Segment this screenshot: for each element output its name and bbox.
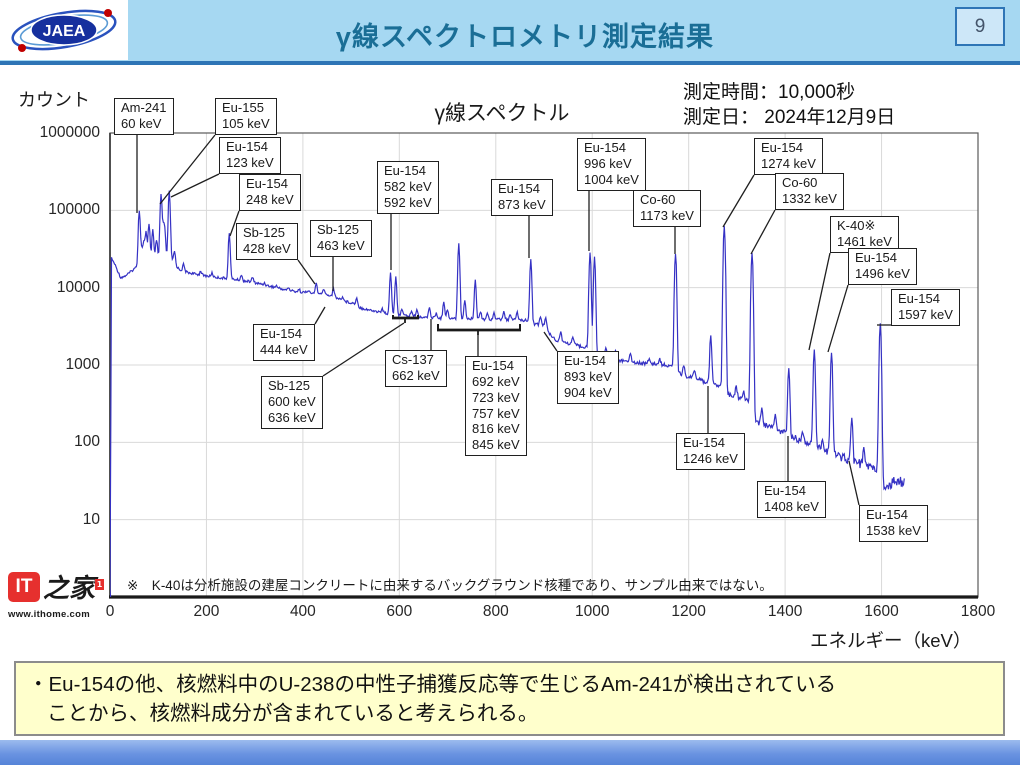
- x-tick: 800: [482, 603, 509, 620]
- peak-label: Eu-154 1538 keV: [859, 505, 928, 542]
- y-tick: 10: [82, 510, 100, 528]
- x-tick: 200: [193, 603, 220, 620]
- bullet: ・: [28, 673, 49, 696]
- page-title: γ線スペクトロメトリ測定結果: [335, 22, 715, 52]
- peak-label: Am-241 60 keV: [114, 98, 174, 135]
- x-tick: 0: [105, 603, 115, 620]
- x-tick: 1800: [960, 603, 996, 620]
- x-tick: 1600: [864, 603, 899, 620]
- peak-label: Eu-154 582 keV 592 keV: [377, 161, 439, 214]
- summary-line-2: ことから、核燃料成分が含まれていると考えられる。: [47, 702, 539, 726]
- header: [0, 0, 1020, 61]
- summary-line-1: ・Eu-154の他、核燃料中のU-238の中性子捕獲反応等で生じるAm-241が…: [28, 673, 837, 696]
- peak-label: Eu-154 1408 keV: [757, 481, 826, 518]
- peak-label: Eu-154 873 keV: [491, 179, 553, 216]
- y-tick: 10000: [56, 278, 100, 296]
- y-tick: 1000: [65, 356, 100, 373]
- peak-label: Eu-154 692 keV 723 keV 757 keV 816 keV 8…: [465, 356, 527, 457]
- watermark-url: www.ithome.com: [8, 609, 90, 620]
- x-tick: 1200: [671, 603, 706, 620]
- y-tick: 100: [74, 433, 100, 451]
- page-number: 9: [955, 7, 1005, 46]
- peak-label: K-40※ 1461 keV: [830, 216, 899, 253]
- peak-label: Co-60 1332 keV: [775, 173, 844, 210]
- x-tick: 400: [289, 603, 316, 620]
- peak-label: Eu-154 123 keV: [219, 137, 281, 174]
- peak-label: Eu-154 1597 keV: [891, 289, 960, 326]
- peak-label: Eu-154 1246 keV: [676, 433, 745, 470]
- ithome-logo-text: 之家 1: [43, 574, 105, 604]
- spectrum-line: [110, 190, 905, 597]
- ithome-seal-icon: 1: [95, 579, 105, 591]
- measurement-time: 測定時間：10,000秒: [683, 82, 856, 103]
- watermark: IT 之家 1 www.ithome.com: [8, 568, 118, 620]
- peak-label: Eu-154 893 keV 904 keV: [557, 351, 619, 404]
- svg-text:JAEA: JAEA: [43, 23, 86, 40]
- measurement-date: 測定日： 2024年12月9日: [683, 107, 896, 128]
- footer-bar: [0, 740, 1020, 765]
- peak-label: Eu-154 1496 keV: [848, 248, 917, 285]
- peak-label: Sb-125 463 keV: [310, 220, 372, 257]
- peak-label: Sb-125 428 keV: [236, 223, 298, 260]
- summary-box: ・Eu-154の他、核燃料中のU-238の中性子捕獲反応等で生じるAm-241が…: [14, 661, 1005, 736]
- x-tick: 600: [386, 603, 413, 620]
- peak-label: Eu-155 105 keV: [215, 98, 277, 135]
- chart-footnote: ※ K-40は分析施設の建屋コンクリートに由来するバックグラウンド核種であり、サ…: [127, 578, 773, 593]
- peak-label: Eu-154 248 keV: [239, 174, 301, 211]
- jaea-logo-icon: JAEA: [11, 9, 117, 52]
- peak-label: Eu-154 1274 keV: [754, 138, 823, 175]
- y-tick: 1000000: [39, 124, 100, 141]
- peak-label: Co-60 1173 keV: [633, 190, 701, 227]
- peak-label: Eu-154 444 keV: [253, 324, 315, 361]
- x-tick: 1000: [574, 603, 610, 620]
- measurement-info: 測定時間：10,000秒 測定日： 2024年12月9日: [683, 80, 895, 130]
- x-tick: 1400: [767, 603, 803, 620]
- ithome-logo-icon: IT: [8, 571, 40, 602]
- peak-label: Cs-137 662 keV: [385, 350, 447, 387]
- y-axis-title: カウント: [18, 90, 90, 110]
- chart-title: γ線スペクトル: [434, 102, 570, 125]
- x-axis-title: エネルギー（keV）: [810, 630, 972, 651]
- peak-label: Eu-154 996 keV 1004 keV: [577, 138, 646, 191]
- peak-label: Sb-125 600 keV 636 keV: [261, 376, 323, 429]
- header-divider: [0, 61, 1020, 65]
- jaea-logo: JAEA: [0, 0, 128, 60]
- y-tick: 100000: [48, 201, 100, 219]
